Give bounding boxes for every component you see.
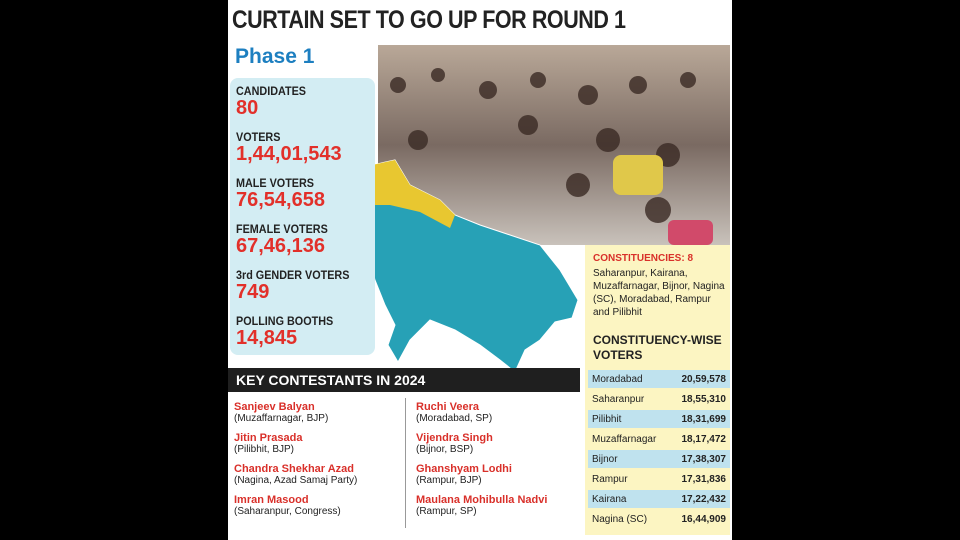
constituency-name: Pilibhit — [592, 413, 622, 425]
voter-count: 18,55,310 — [681, 393, 727, 405]
stat-label: FEMALE VOTERS — [236, 222, 328, 236]
contestant: Jitin Prasada (Pilibhit, BJP) — [234, 432, 302, 455]
divider — [405, 398, 406, 528]
contestant-name: Sanjeev Balyan — [234, 401, 315, 413]
constituency-name: Muzaffarnagar — [592, 433, 657, 445]
table-title: CONSTITUENCY-WISE VOTERS — [593, 333, 722, 362]
voter-count: 17,31,836 — [681, 473, 727, 485]
table-row: Muzaffarnagar 18,17,472 — [588, 430, 730, 448]
constituency-name: Nagina (SC) — [592, 513, 648, 525]
stat: FEMALE VOTERS 67,46,136 — [236, 222, 369, 257]
contestant-detail: (Nagina, Azad Samaj Party) — [234, 475, 358, 486]
contestant: Chandra Shekhar Azad (Nagina, Azad Samaj … — [234, 463, 357, 486]
stat: 3rd GENDER VOTERS 749 — [236, 268, 369, 303]
contestant-detail: (Moradabad, SP) — [416, 413, 493, 424]
constituency-name: Kairana — [592, 493, 627, 505]
contestant: Sanjeev Balyan (Muzaffarnagar, BJP) — [234, 401, 328, 424]
voter-count: 20,59,578 — [681, 373, 727, 385]
table-row: Kairana 17,22,432 — [588, 490, 730, 508]
contestant-name: Imran Masood — [234, 494, 309, 506]
constituency-name: Moradabad — [592, 373, 643, 385]
stat: CANDIDATES 80 — [236, 84, 369, 119]
stat-value: 1,44,01,543 — [236, 143, 342, 165]
stat: VOTERS 1,44,01,543 — [236, 130, 369, 165]
stat-label: CANDIDATES — [236, 84, 307, 98]
contestant: Imran Masood (Saharanpur, Congress) — [234, 494, 341, 517]
stat-value: 67,46,136 — [236, 235, 325, 257]
voter-count: 18,31,699 — [681, 413, 727, 425]
table-row: Pilibhit 18,31,699 — [588, 410, 730, 428]
stats-box: CANDIDATES 80 VOTERS 1,44,01,543 MALE VOTERS… — [230, 78, 375, 355]
stat-label: MALE VOTERS — [236, 176, 315, 190]
contestant-detail: (Bijnor, BSP) — [416, 444, 474, 455]
map-uttar-pradesh — [359, 159, 579, 373]
contestant-detail: (Pilibhit, BJP) — [234, 444, 295, 455]
voter-count: 17,38,307 — [681, 453, 727, 465]
contestant-detail: (Rampur, SP) — [416, 506, 477, 517]
contestant-name: Vijendra Singh — [416, 432, 493, 444]
table-row: Rampur 17,31,836 — [588, 470, 730, 488]
contestants-heading: KEY CONTESTANTS IN 2024 — [228, 368, 580, 392]
stat-value: 76,54,658 — [236, 189, 325, 211]
constituencies-list: Saharanpur, Kairana, Muzaffarnagar, Bijn… — [593, 268, 725, 318]
stat: MALE VOTERS 76,54,658 — [236, 176, 369, 211]
stat-label: 3rd GENDER VOTERS — [236, 268, 350, 282]
constituencies-heading: CONSTITUENCIES: 8 — [593, 253, 694, 264]
contestant-detail: (Saharanpur, Congress) — [234, 506, 341, 517]
contestant-detail: (Rampur, BJP) — [416, 475, 482, 486]
phase-label: Phase 1 — [235, 45, 315, 68]
constituency-name: Bijnor — [592, 453, 618, 465]
table-row: Nagina (SC) 16,44,909 — [588, 510, 730, 528]
table-row: Moradabad 20,59,578 — [588, 370, 730, 388]
contestant: Ghanshyam Lodhi (Rampur, BJP) — [416, 463, 512, 486]
stat-label: VOTERS — [236, 130, 281, 144]
contestant-name: Jitin Prasada — [234, 432, 303, 444]
voter-count: 18,17,472 — [681, 433, 727, 445]
constituency-name: Saharanpur — [592, 393, 645, 405]
voter-count: 16,44,909 — [681, 513, 727, 525]
stat: POLLING BOOTHS 14,845 — [236, 314, 369, 349]
contestant-name: Maulana Mohibulla Nadvi — [416, 494, 548, 506]
contestant-name: Ruchi Veera — [416, 401, 479, 413]
title: CURTAIN SET TO GO UP FOR ROUND 1 — [232, 6, 626, 34]
contestant: Ruchi Veera (Moradabad, SP) — [416, 401, 492, 424]
contestant-detail: (Muzaffarnagar, BJP) — [234, 413, 329, 424]
stat-value: 749 — [236, 281, 270, 303]
voter-count: 17,22,432 — [681, 493, 727, 505]
contestant-name: Ghanshyam Lodhi — [416, 463, 512, 475]
stat-value: 14,845 — [236, 327, 298, 349]
table-row: Bijnor 17,38,307 — [588, 450, 730, 468]
stat-value: 80 — [236, 97, 259, 119]
contestant: Maulana Mohibulla Nadvi (Rampur, SP) — [416, 494, 547, 517]
contestant-name: Chandra Shekhar Azad — [234, 463, 355, 475]
stat-label: POLLING BOOTHS — [236, 314, 334, 328]
table-row: Saharanpur 18,55,310 — [588, 390, 730, 408]
contestant: Vijendra Singh (Bijnor, BSP) — [416, 432, 493, 455]
constituency-name: Rampur — [592, 473, 628, 485]
